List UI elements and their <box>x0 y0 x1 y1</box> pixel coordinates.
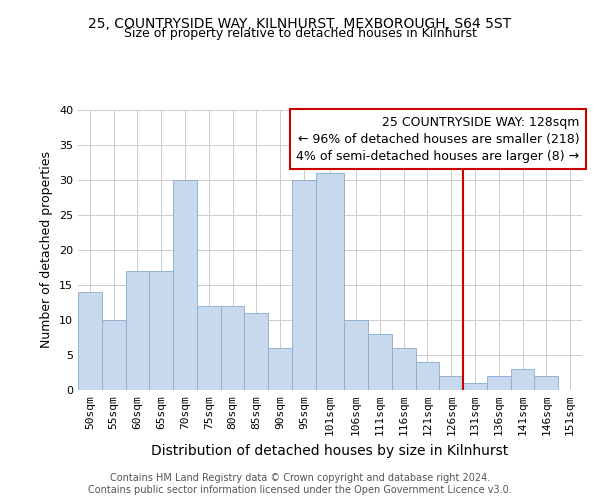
Bar <box>487 376 511 390</box>
X-axis label: Distribution of detached houses by size in Kilnhurst: Distribution of detached houses by size … <box>151 444 509 458</box>
Bar <box>463 383 487 390</box>
Bar <box>197 306 221 390</box>
Bar <box>535 376 558 390</box>
Text: 25 COUNTRYSIDE WAY: 128sqm
← 96% of detached houses are smaller (218)
4% of semi: 25 COUNTRYSIDE WAY: 128sqm ← 96% of deta… <box>296 116 580 162</box>
Bar <box>368 334 392 390</box>
Bar <box>221 306 244 390</box>
Bar <box>102 320 125 390</box>
Bar <box>316 173 344 390</box>
Bar <box>511 369 535 390</box>
Bar <box>416 362 439 390</box>
Bar <box>392 348 416 390</box>
Bar <box>344 320 368 390</box>
Text: Size of property relative to detached houses in Kilnhurst: Size of property relative to detached ho… <box>124 28 476 40</box>
Bar <box>244 313 268 390</box>
Text: 25, COUNTRYSIDE WAY, KILNHURST, MEXBOROUGH, S64 5ST: 25, COUNTRYSIDE WAY, KILNHURST, MEXBOROU… <box>88 18 512 32</box>
Bar <box>292 180 316 390</box>
Bar <box>149 271 173 390</box>
Bar <box>78 292 102 390</box>
Y-axis label: Number of detached properties: Number of detached properties <box>40 152 53 348</box>
Bar <box>125 271 149 390</box>
Bar <box>439 376 463 390</box>
Text: Contains HM Land Registry data © Crown copyright and database right 2024.
Contai: Contains HM Land Registry data © Crown c… <box>88 474 512 495</box>
Bar <box>268 348 292 390</box>
Bar <box>173 180 197 390</box>
